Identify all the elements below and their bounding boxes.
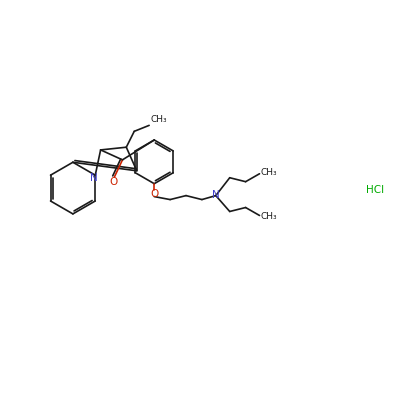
Text: O: O xyxy=(110,177,118,187)
Text: CH₃: CH₃ xyxy=(150,115,167,124)
Text: N: N xyxy=(90,173,98,183)
Text: O: O xyxy=(150,189,158,199)
Text: HCl: HCl xyxy=(366,185,384,195)
Text: CH₃: CH₃ xyxy=(260,212,277,221)
Text: CH₃: CH₃ xyxy=(260,168,277,177)
Text: N: N xyxy=(212,190,220,200)
